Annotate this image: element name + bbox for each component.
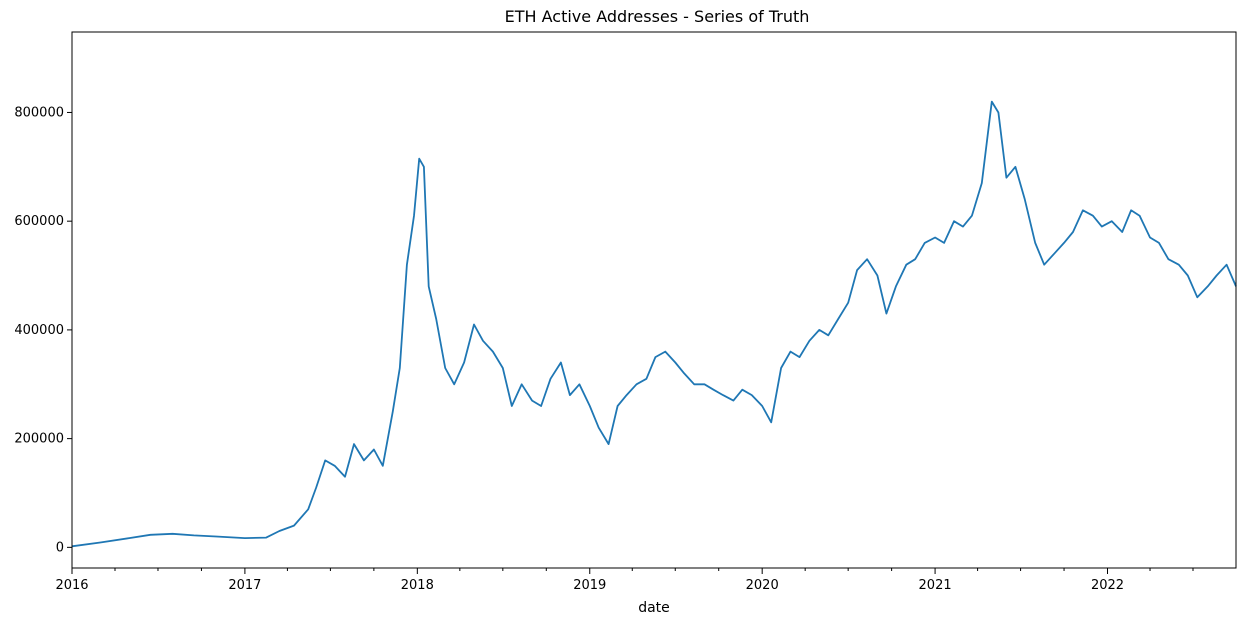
x-tick-label: 2016 xyxy=(55,578,88,593)
x-tick-label: 2019 xyxy=(573,578,606,593)
y-tick-label: 200000 xyxy=(14,432,64,447)
x-tick-label: 2017 xyxy=(228,578,261,593)
x-tick-label: 2022 xyxy=(1091,578,1124,593)
series-line xyxy=(71,100,1237,548)
chart-title: ETH Active Addresses - Series of Truth xyxy=(505,7,810,26)
y-tick-label: 400000 xyxy=(14,323,64,338)
x-axis-label: date xyxy=(638,600,670,616)
x-tick-label: 2021 xyxy=(919,578,952,593)
x-tick-label: 2020 xyxy=(746,578,779,593)
y-tick-label: 0 xyxy=(56,540,64,555)
y-tick-label: 800000 xyxy=(14,105,64,120)
plot-area xyxy=(71,31,1237,569)
plot-frame xyxy=(71,31,1237,569)
x-tick-label: 2018 xyxy=(401,578,434,593)
x-axis: 2016 2017 2018 2019 2020 2021 2022 xyxy=(55,568,1194,593)
y-tick-label: 600000 xyxy=(14,214,64,229)
y-axis: 0 200000 400000 600000 800000 xyxy=(14,105,72,555)
